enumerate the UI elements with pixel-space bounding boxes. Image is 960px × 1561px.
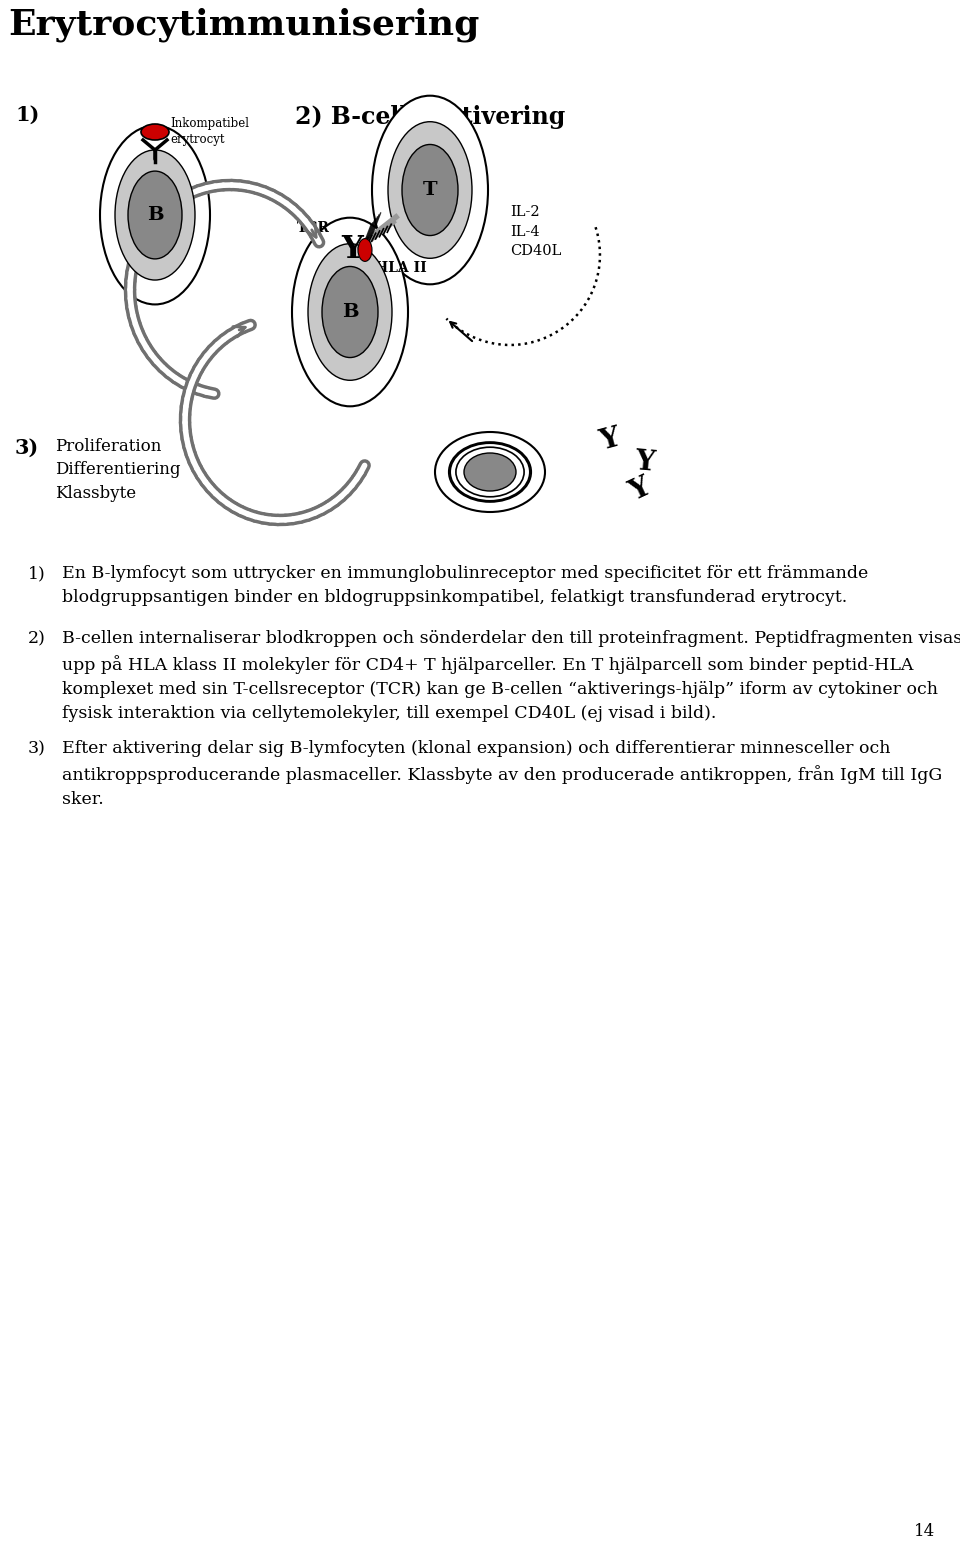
- Circle shape: [128, 172, 182, 259]
- Text: B-cellen internaliserar blodkroppen och sönderdelar den till proteinfragment. Pe: B-cellen internaliserar blodkroppen och …: [62, 631, 960, 723]
- Text: En B-lymfocyt som uttrycker en immunglobulinreceptor med specificitet för ett fr: En B-lymfocyt som uttrycker en immunglob…: [62, 565, 868, 606]
- Text: Efter aktivering delar sig B-lymfocyten (klonal expansion) och differentierar mi: Efter aktivering delar sig B-lymfocyten …: [62, 740, 943, 809]
- Text: T: T: [422, 181, 438, 198]
- Ellipse shape: [464, 453, 516, 492]
- Circle shape: [308, 244, 392, 381]
- Text: TCR: TCR: [298, 222, 330, 236]
- Circle shape: [100, 125, 210, 304]
- Ellipse shape: [141, 123, 169, 140]
- Text: Erytrocytimmunisering: Erytrocytimmunisering: [8, 8, 479, 42]
- Text: 1): 1): [15, 105, 39, 125]
- Text: Inkompatibel
erytrocyt: Inkompatibel erytrocyt: [170, 117, 249, 147]
- Text: Proliferation
Differentiering
Klassbyte: Proliferation Differentiering Klassbyte: [55, 439, 180, 503]
- Ellipse shape: [435, 432, 545, 512]
- Circle shape: [402, 145, 458, 236]
- Text: Y: Y: [625, 473, 655, 506]
- Circle shape: [322, 267, 378, 357]
- Text: B: B: [147, 206, 163, 223]
- Text: Y: Y: [341, 234, 363, 265]
- Text: 2) B-cells aktivering: 2) B-cells aktivering: [295, 105, 565, 130]
- Text: B: B: [342, 303, 358, 322]
- Text: 3): 3): [15, 439, 39, 457]
- Circle shape: [292, 217, 408, 406]
- Text: Y: Y: [634, 448, 656, 476]
- Text: Y: Y: [597, 425, 623, 456]
- Text: 1): 1): [28, 565, 46, 582]
- Circle shape: [115, 150, 195, 279]
- Text: 3): 3): [28, 740, 46, 757]
- Ellipse shape: [450, 443, 530, 501]
- Circle shape: [372, 95, 488, 284]
- Text: HLA II: HLA II: [375, 261, 427, 275]
- Circle shape: [358, 239, 372, 261]
- Text: 2): 2): [28, 631, 46, 646]
- Text: IL-2
IL-4
CD40L: IL-2 IL-4 CD40L: [510, 204, 562, 258]
- Circle shape: [388, 122, 472, 258]
- Text: 14: 14: [914, 1524, 935, 1541]
